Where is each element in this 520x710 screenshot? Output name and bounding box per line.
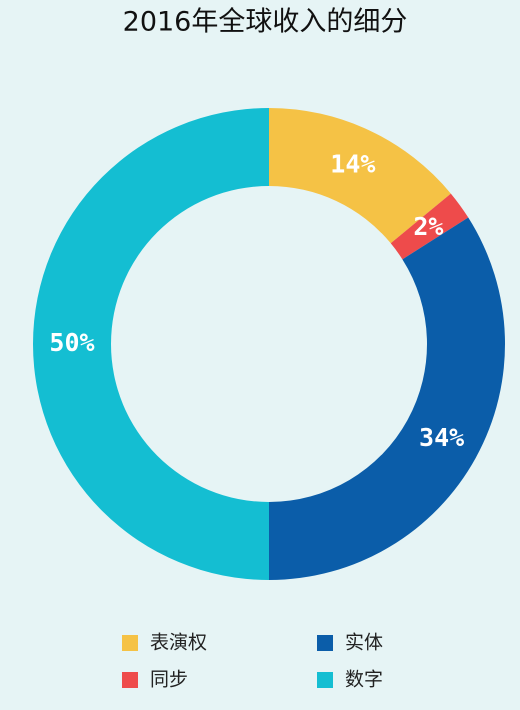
legend-swatch bbox=[122, 672, 138, 688]
donut-slice bbox=[269, 217, 505, 581]
legend-label: 数字 bbox=[345, 669, 383, 691]
value-label: 2% bbox=[413, 212, 443, 241]
chart-title: 2016年全球收入的细分 bbox=[123, 7, 408, 38]
value-label: 50% bbox=[49, 328, 94, 357]
legend-swatch bbox=[317, 672, 333, 688]
legend-label: 同步 bbox=[150, 669, 188, 691]
donut-slice bbox=[269, 108, 451, 244]
legend-swatch bbox=[122, 635, 138, 651]
legend-swatch bbox=[317, 635, 333, 651]
value-label: 34% bbox=[419, 423, 464, 452]
donut-slice bbox=[390, 193, 469, 260]
value-label: 14% bbox=[330, 150, 375, 179]
legend-label: 表演权 bbox=[150, 632, 207, 654]
legend-label: 实体 bbox=[345, 632, 383, 654]
donut-slice bbox=[33, 108, 269, 580]
